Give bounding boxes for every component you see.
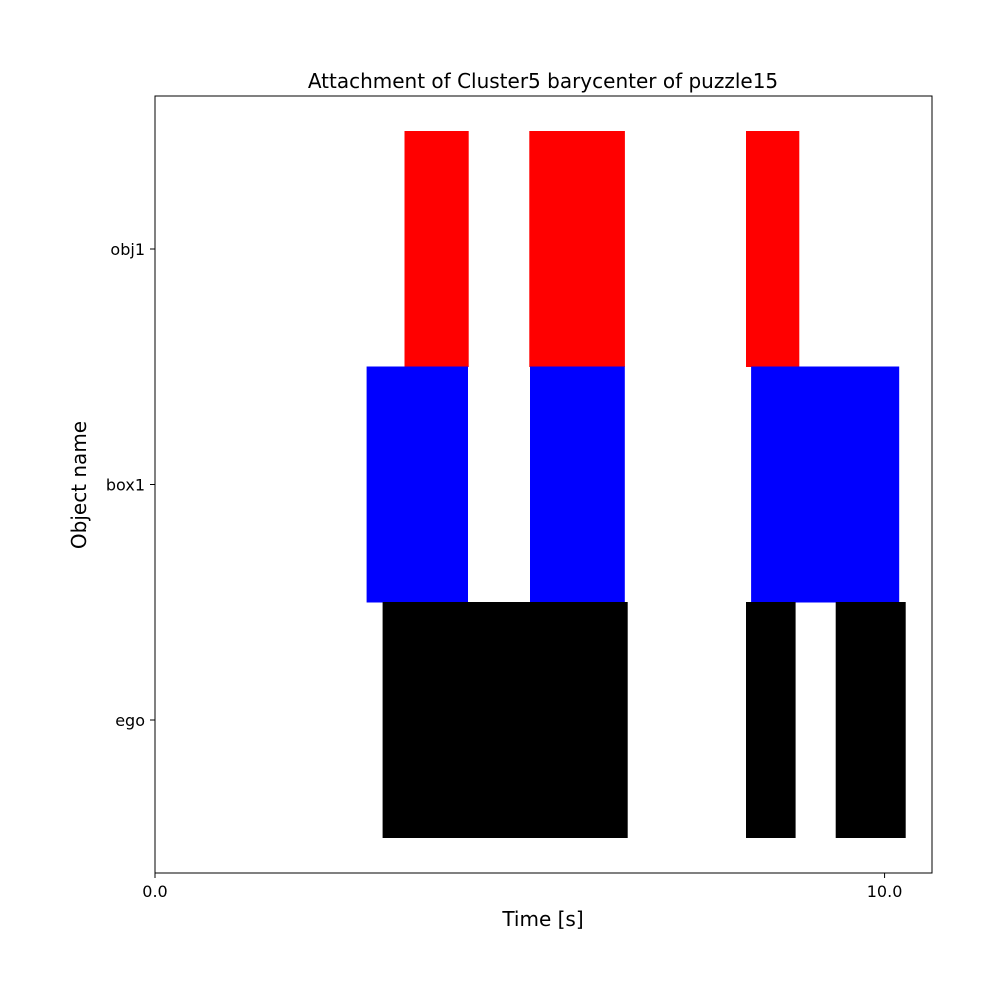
timeline-bars <box>366 131 906 838</box>
bar-obj1-1 <box>404 131 469 367</box>
y-axis-label: Object name <box>67 421 91 549</box>
bar-obj1-3 <box>746 131 800 367</box>
bar-box1-3 <box>751 366 900 603</box>
y-axis-ticks: obj1 box1 ego <box>106 240 155 730</box>
x-tick-label: 0.0 <box>142 882 167 901</box>
bar-ego-3 <box>835 602 906 838</box>
y-tick-label: ego <box>115 711 145 730</box>
x-tick-label: 10.0 <box>867 882 903 901</box>
y-tick-label: box1 <box>106 476 145 495</box>
bar-box1-1 <box>366 366 468 603</box>
x-axis-ticks: 0.0 10.0 <box>142 873 902 901</box>
bar-box1-2 <box>530 366 625 603</box>
bar-ego-2 <box>746 602 796 838</box>
x-axis-label: Time [s] <box>501 907 583 931</box>
bar-ego-1 <box>382 602 628 838</box>
chart-title: Attachment of Cluster5 barycenter of puz… <box>308 69 778 93</box>
y-tick-label: obj1 <box>110 240 145 259</box>
bar-obj1-2 <box>529 131 625 367</box>
